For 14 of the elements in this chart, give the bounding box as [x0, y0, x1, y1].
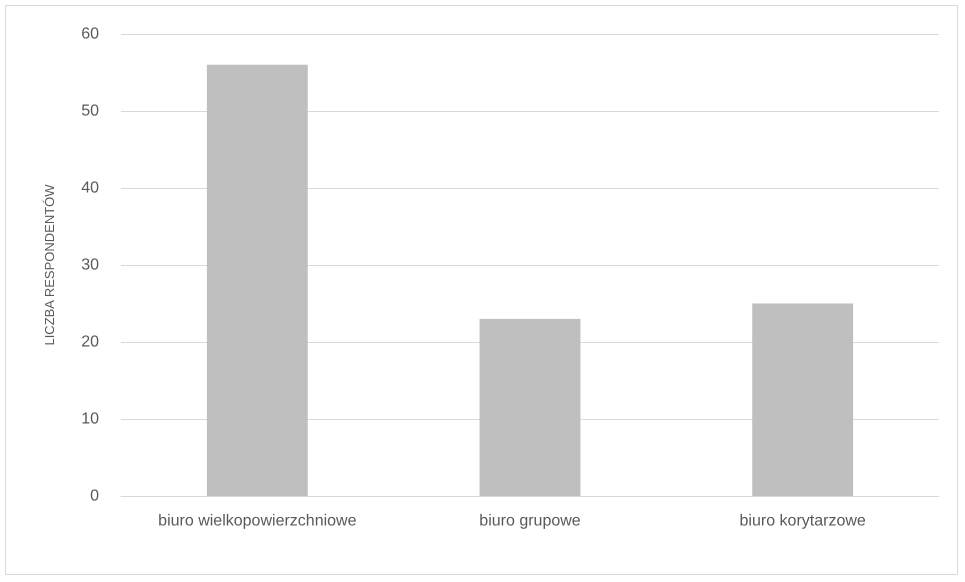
- x-tick-label: biuro wielkopowierzchniowe: [158, 512, 357, 530]
- y-tick-label: 50: [81, 102, 100, 120]
- y-tick-label: 10: [81, 410, 100, 428]
- bar: [206, 64, 308, 496]
- y-tick-label: 40: [81, 180, 100, 196]
- x-tick-label: biuro grupowe: [479, 512, 581, 530]
- x-tick-label: biuro korytarzowe: [740, 512, 866, 530]
- bar: [752, 304, 854, 496]
- bar: [480, 318, 580, 496]
- y-tick-label: 20: [81, 334, 100, 350]
- y-axis-title: LICZBA RESPONDENTÓW: [42, 184, 57, 346]
- y-tick-label: 60: [81, 26, 100, 42]
- y-tick-label: 30: [81, 256, 100, 274]
- y-tick-label: 0: [90, 488, 100, 504]
